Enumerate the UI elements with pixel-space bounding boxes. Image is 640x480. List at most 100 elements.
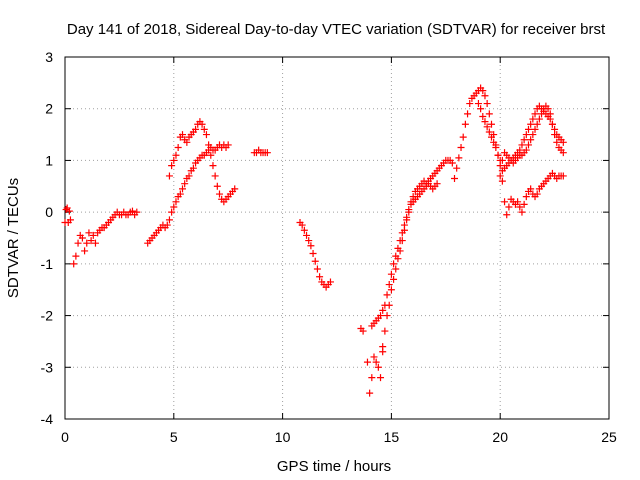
data-point — [559, 149, 567, 157]
data-point — [387, 270, 395, 278]
data-point — [74, 239, 82, 247]
data-point — [392, 265, 400, 273]
y-tick-label: 3 — [45, 49, 53, 65]
data-point — [211, 172, 219, 180]
data-point — [207, 151, 215, 159]
data-point — [313, 265, 321, 273]
data-point — [224, 141, 232, 149]
y-tick-label: -1 — [41, 256, 54, 272]
data-point — [165, 216, 173, 224]
data-point — [372, 358, 380, 366]
x-tick-label: 0 — [61, 429, 69, 445]
data-point — [520, 136, 528, 144]
y-tick-label: 2 — [45, 101, 53, 117]
data-point — [559, 138, 567, 146]
data-point — [433, 180, 441, 188]
x-tick-label: 25 — [601, 429, 617, 445]
data-point — [485, 110, 493, 118]
data-point — [559, 172, 567, 180]
data-point — [479, 87, 487, 95]
data-point — [451, 175, 459, 183]
series-s13 — [496, 102, 567, 180]
data-point — [551, 131, 559, 139]
data-point — [518, 208, 526, 216]
data-point — [209, 162, 217, 170]
data-point — [374, 363, 382, 371]
data-point — [303, 231, 311, 239]
data-point — [496, 172, 504, 180]
data-point — [522, 146, 530, 154]
data-point — [535, 115, 543, 123]
series-s4 — [165, 118, 239, 206]
data-point — [91, 239, 99, 247]
data-point — [368, 374, 376, 382]
data-point — [383, 312, 391, 320]
data-point — [359, 327, 367, 335]
data-points — [61, 84, 567, 397]
data-point — [174, 144, 182, 151]
data-point — [185, 172, 193, 180]
data-point — [172, 151, 180, 159]
data-point — [490, 138, 498, 146]
data-point — [307, 242, 315, 250]
data-point — [520, 200, 528, 208]
data-point — [183, 138, 191, 146]
data-point — [215, 190, 223, 198]
data-point — [385, 301, 393, 309]
data-point — [546, 110, 554, 118]
data-point — [176, 190, 184, 198]
x-tick-label: 15 — [384, 429, 400, 445]
data-point — [514, 198, 522, 206]
y-tick-label: -2 — [41, 308, 54, 324]
data-point — [459, 133, 467, 141]
data-point — [379, 343, 387, 351]
data-point — [311, 257, 319, 265]
data-point — [498, 156, 506, 164]
data-point — [300, 226, 308, 234]
data-point — [527, 120, 535, 128]
data-point — [477, 105, 485, 113]
data-point — [263, 149, 271, 157]
data-point — [533, 120, 541, 128]
data-point — [485, 128, 493, 136]
data-point — [481, 92, 489, 100]
data-point — [168, 208, 176, 216]
y-tick-label: 0 — [45, 204, 53, 220]
data-point — [170, 203, 178, 211]
data-point — [72, 252, 80, 260]
data-point — [548, 120, 556, 128]
data-point — [70, 260, 78, 268]
data-point — [457, 144, 465, 151]
data-point — [503, 211, 511, 219]
x-axis-label: GPS time / hours — [277, 458, 391, 475]
data-point — [396, 247, 404, 255]
y-tick-label: 1 — [45, 152, 53, 168]
series-s1 — [61, 204, 74, 226]
data-point — [516, 203, 524, 211]
data-point — [405, 208, 413, 216]
series-s6 — [296, 218, 334, 291]
data-point — [181, 180, 189, 188]
data-point — [481, 118, 489, 126]
data-point — [189, 164, 197, 172]
data-point — [81, 247, 89, 255]
data-point — [179, 131, 187, 139]
data-point — [381, 327, 389, 335]
data-point — [522, 193, 530, 201]
data-point — [62, 206, 70, 214]
data-point — [390, 260, 398, 268]
plot-frame — [64, 56, 610, 420]
data-point — [379, 306, 387, 314]
x-tick-label: 10 — [275, 429, 291, 445]
data-point — [85, 229, 93, 237]
data-point — [198, 120, 206, 128]
data-point — [483, 123, 491, 131]
data-point — [524, 125, 532, 133]
data-point — [305, 237, 313, 245]
data-point — [65, 207, 73, 215]
data-point — [66, 216, 74, 224]
data-point — [316, 273, 324, 281]
data-point — [403, 216, 411, 224]
data-point — [492, 144, 500, 151]
